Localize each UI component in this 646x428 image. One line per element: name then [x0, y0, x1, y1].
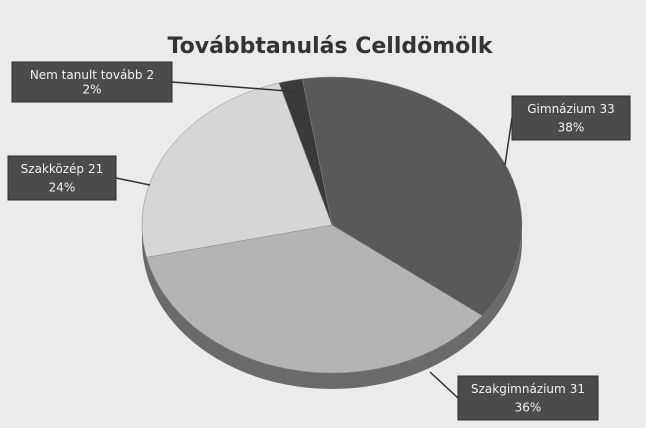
category-label: Szakközép: [21, 162, 84, 176]
count-label: 2: [147, 68, 155, 82]
pie-slice: [278, 78, 333, 226]
count-label: 33: [599, 102, 614, 116]
label-box: [7, 155, 117, 201]
data-label: Szakközép 21: [21, 162, 104, 176]
leader-line: [171, 81, 301, 93]
data-label: Gimnázium 33: [527, 102, 615, 116]
percent-label: 36%: [515, 401, 542, 415]
leader-line: [504, 117, 513, 166]
percent-label: 2%: [82, 83, 101, 97]
category-label: Gimnázium: [527, 102, 595, 116]
label-box: [511, 95, 631, 141]
label-box: [11, 61, 173, 103]
percent-label: 38%: [558, 121, 585, 135]
pie-slice: [146, 224, 483, 374]
data-label: Nem tanult tovább 2: [30, 68, 154, 82]
label-box: [457, 375, 599, 421]
count-label: 31: [570, 382, 585, 396]
pie-slice: [301, 76, 523, 317]
pie-slice: [141, 82, 333, 258]
percent-label: 24%: [49, 181, 76, 195]
leader-line: [115, 177, 151, 186]
data-label: Szakgimnázium 31: [471, 382, 585, 396]
category-label: Szakgimnázium: [471, 382, 566, 396]
leader-line: [429, 371, 459, 399]
category-label: Nem tanult tovább: [30, 68, 143, 82]
count-label: 21: [88, 162, 103, 176]
chart-title: Továbbtanulás Celldömölk: [168, 34, 494, 59]
